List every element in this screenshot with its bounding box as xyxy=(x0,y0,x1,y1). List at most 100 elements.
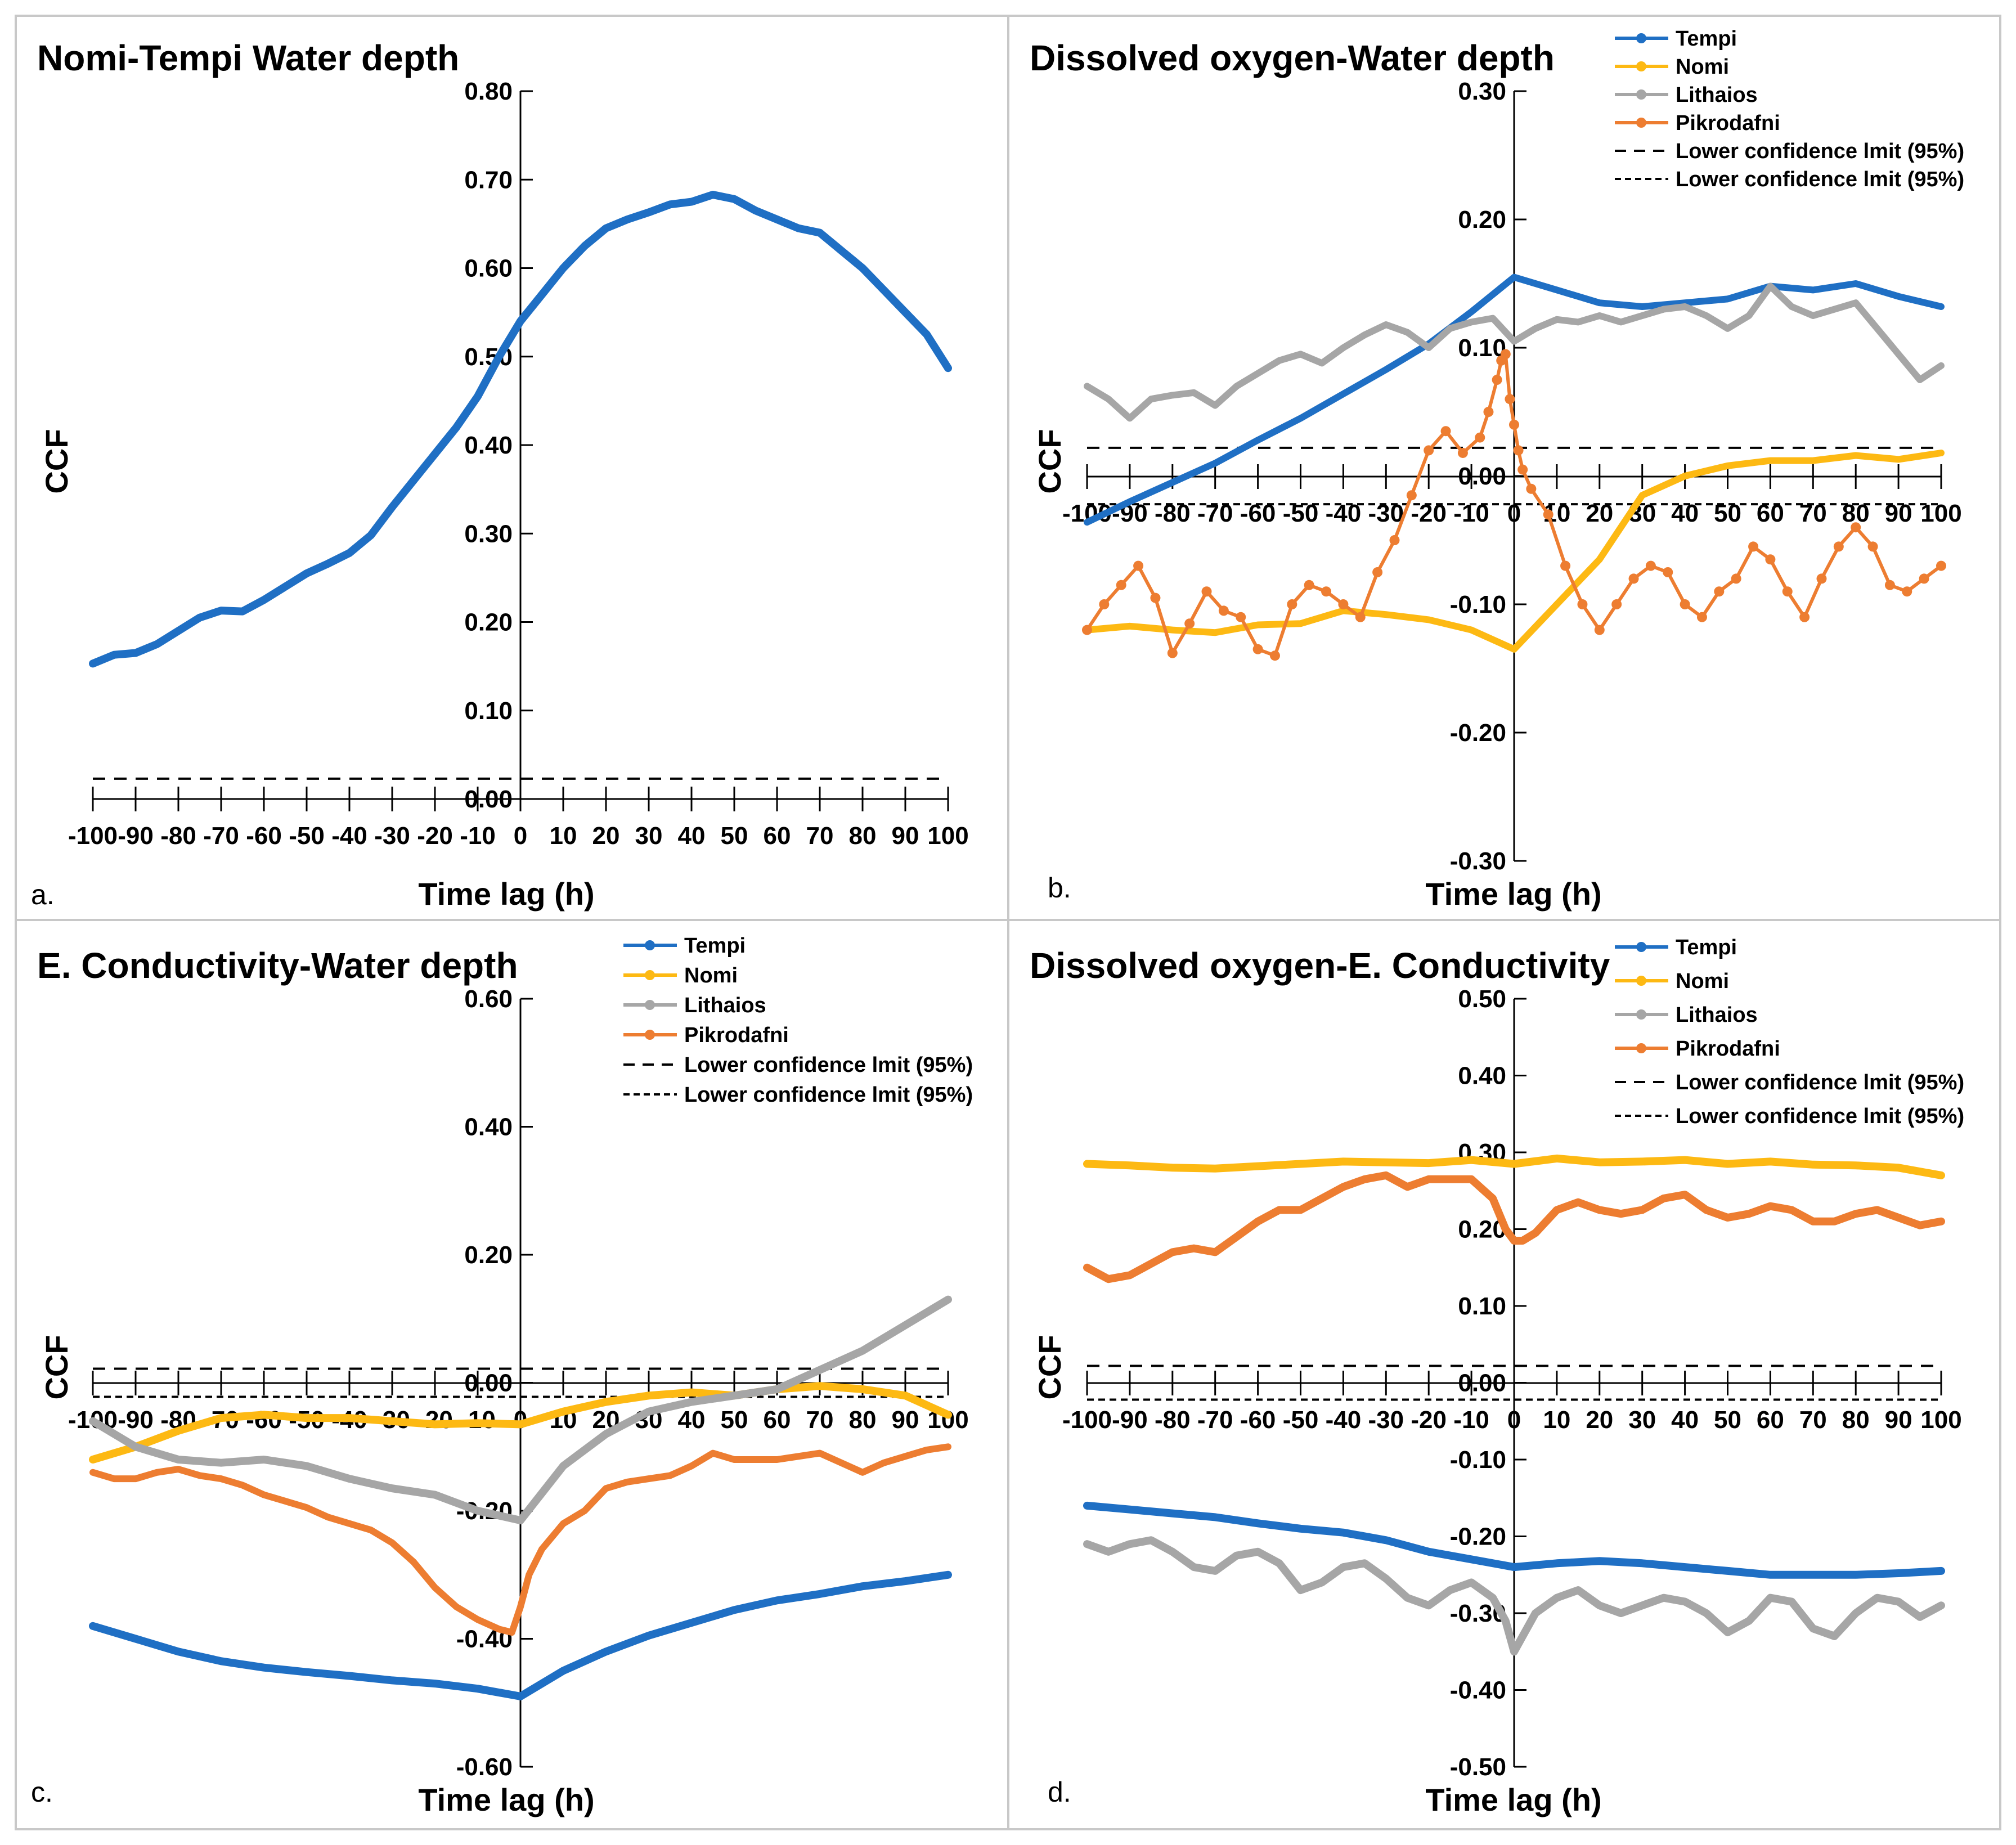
series-lithaios xyxy=(1084,282,1945,422)
series-line-lithaios xyxy=(89,1295,952,1525)
y-tick-label: 0.30 xyxy=(1458,78,1506,105)
data-point-pikrodafni xyxy=(1424,445,1434,456)
series-pikrodafni xyxy=(1082,349,1946,661)
series-tempi xyxy=(89,191,952,668)
series-line-tempi xyxy=(1084,273,1945,526)
legend-label: Lower confidence lmit (95%) xyxy=(1676,1105,1964,1128)
legend-item: Pikrodafni xyxy=(1615,111,1780,135)
y-tick-label: -0.40 xyxy=(1450,1677,1506,1704)
data-point-pikrodafni xyxy=(1440,426,1451,437)
legend-item: Tempi xyxy=(1615,936,1737,959)
x-tick-label: -60 xyxy=(1240,1406,1276,1434)
data-point-pikrodafni xyxy=(1782,586,1793,597)
x-tick-label: 90 xyxy=(1885,500,1912,527)
legend: Tempi Nomi Lithaios Pikrodafni Lower confide… xyxy=(1615,936,1964,1128)
chart-title: Dissolved oxygen-Water depth xyxy=(1030,38,1555,78)
y-tick-label: 0.50 xyxy=(1458,985,1506,1013)
legend-item: Nomi xyxy=(1615,969,1729,993)
x-tick-label: 70 xyxy=(806,1406,834,1434)
legend-item: Nomi xyxy=(623,964,738,987)
x-tick-label: 50 xyxy=(721,822,748,850)
panel-frames xyxy=(15,15,2001,1830)
y-axis-title: CCF xyxy=(39,429,74,493)
legend-item: Lithaios xyxy=(623,994,766,1017)
data-point-pikrodafni xyxy=(1082,625,1092,635)
data-point-pikrodafni xyxy=(1748,541,1759,552)
legend-marker xyxy=(645,970,655,980)
legend-marker xyxy=(645,1000,655,1010)
x-tick-label: 70 xyxy=(806,822,834,850)
x-tick-label: -100 xyxy=(1062,1406,1112,1434)
series-line-tempi xyxy=(1083,1501,1945,1579)
x-tick-label: 80 xyxy=(849,822,877,850)
y-tick-label: 0.40 xyxy=(464,1114,513,1141)
x-tick-label: 50 xyxy=(721,1406,748,1434)
legend-marker xyxy=(1636,942,1646,952)
data-point-pikrodafni xyxy=(1517,464,1528,475)
x-tick-label: 0 xyxy=(1507,500,1521,527)
data-point-pikrodafni xyxy=(1505,394,1515,405)
legend-marker xyxy=(1636,33,1646,43)
y-tick-label: 0.60 xyxy=(464,255,513,282)
legend-label: Pikrodafni xyxy=(684,1023,789,1047)
data-point-pikrodafni xyxy=(1833,541,1844,552)
x-tick-label: 90 xyxy=(892,822,919,850)
legend-item: Pikrodafni xyxy=(1615,1037,1780,1061)
data-point-pikrodafni xyxy=(1167,648,1178,658)
data-point-pikrodafni xyxy=(1184,618,1195,629)
x-tick-label: -10 xyxy=(460,822,496,850)
data-point-pikrodafni xyxy=(1201,586,1212,597)
x-tick-label: -30 xyxy=(1368,500,1404,527)
y-axis-title: CCF xyxy=(1032,429,1067,493)
series-pikrodafni xyxy=(89,1443,951,1636)
series-nomi xyxy=(1083,1154,1945,1179)
y-tick-label: -0.20 xyxy=(1450,719,1506,747)
x-tick-label: -20 xyxy=(1411,1406,1447,1434)
y-tick-label: 0.20 xyxy=(1458,206,1506,234)
x-tick-label: 60 xyxy=(764,822,791,850)
data-point-pikrodafni xyxy=(1560,560,1571,571)
legend-label: Tempi xyxy=(684,934,746,958)
legend-label: Lower confidence lmit (95%) xyxy=(684,1083,973,1107)
x-tick-label: 90 xyxy=(1885,1406,1912,1434)
y-tick-label: -0.50 xyxy=(1450,1753,1506,1781)
legend-item: Lower confidence lmit (95%) xyxy=(1615,140,1964,163)
x-tick-label: 50 xyxy=(1714,500,1741,527)
legend-marker xyxy=(1636,89,1646,100)
series-line-nomi xyxy=(1084,450,1945,653)
panel-a: Nomi-Tempi Water depth a. Time lag (h) CCF 0… xyxy=(31,38,969,912)
data-point-pikrodafni xyxy=(1218,605,1229,616)
data-point-pikrodafni xyxy=(1731,573,1741,584)
x-tick-label: 100 xyxy=(1920,500,1961,527)
data-point-pikrodafni xyxy=(1304,580,1314,590)
data-point-pikrodafni xyxy=(1543,509,1553,520)
data-point-pikrodafni xyxy=(1765,554,1776,565)
x-tick-label: 30 xyxy=(635,822,663,850)
x-tick-label: 80 xyxy=(1842,1406,1870,1434)
data-point-pikrodafni xyxy=(1338,599,1349,609)
x-tick-label: -20 xyxy=(1411,500,1447,527)
x-tick-label: -10 xyxy=(1453,500,1489,527)
series-line-nomi xyxy=(1083,1154,1945,1179)
panel-label: b. xyxy=(1048,872,1071,904)
x-tick-label: -60 xyxy=(246,822,282,850)
x-tick-label: 60 xyxy=(1757,500,1784,527)
data-point-pikrodafni xyxy=(1492,375,1502,385)
legend-item: Lower confidence lmit (95%) xyxy=(1615,168,1964,191)
series-line-lithaios xyxy=(1083,1536,1945,1656)
data-point-pikrodafni xyxy=(1526,483,1537,494)
legend-marker xyxy=(1636,976,1646,986)
x-tick-label: 40 xyxy=(678,1406,706,1434)
data-point-pikrodafni xyxy=(1714,586,1725,597)
series-line-tempi xyxy=(89,1570,952,1700)
legend-label: Nomi xyxy=(684,964,738,987)
data-point-pikrodafni xyxy=(1645,560,1656,571)
legend-item: Nomi xyxy=(1615,55,1729,79)
legend-item: Lower confidence lmit (95%) xyxy=(1615,1105,1964,1128)
x-tick-label: -90 xyxy=(118,822,154,850)
y-axis-title: CCF xyxy=(1032,1335,1067,1399)
legend-marker xyxy=(1636,1009,1646,1020)
legend-marker xyxy=(645,940,655,950)
legend-label: Nomi xyxy=(1676,55,1729,79)
